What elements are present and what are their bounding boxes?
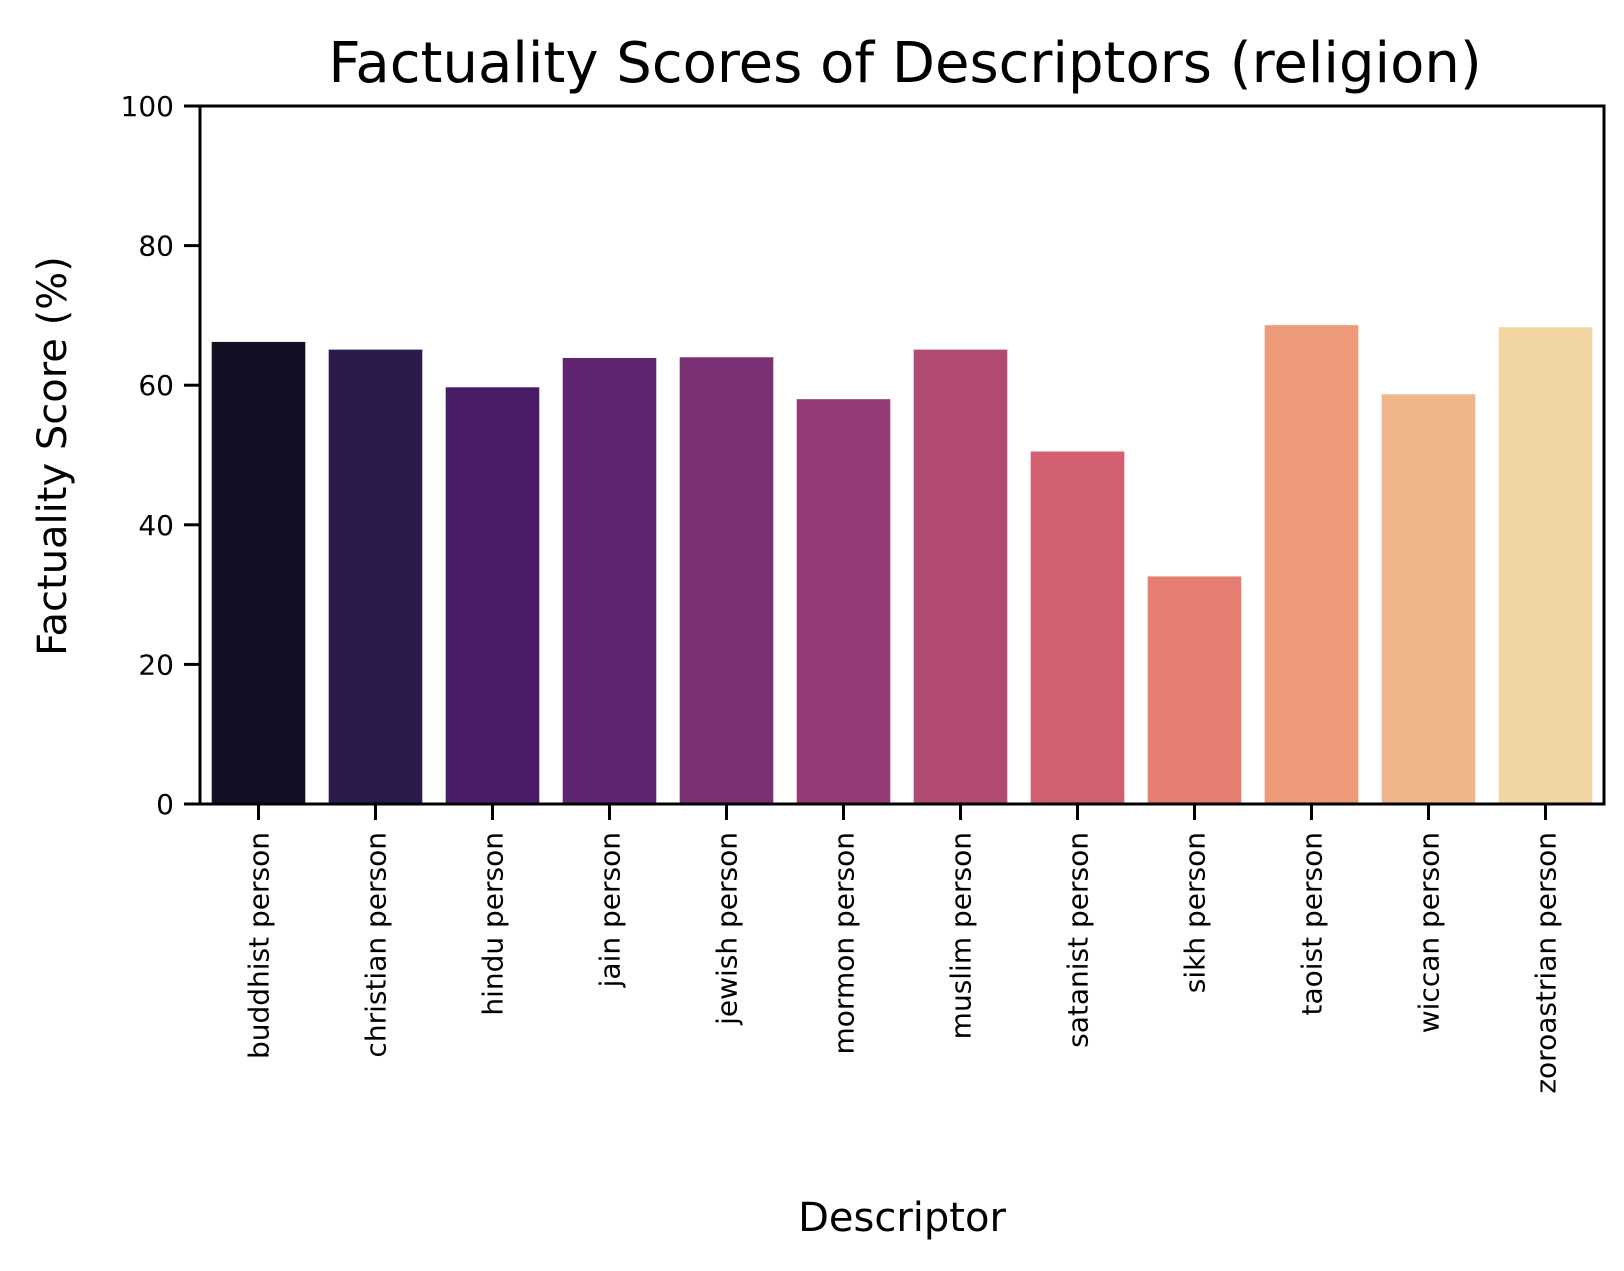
y-axis-ticks: 0 20 40 60 80 100 — [121, 90, 200, 821]
y-tick-label: 40 — [138, 509, 174, 542]
bar-zoroastrian-person — [1498, 327, 1593, 804]
y-tick-label: 100 — [121, 90, 174, 123]
y-tick-label: 60 — [138, 369, 174, 402]
x-axis-ticks: buddhist person christian person hindu per… — [243, 804, 1563, 1094]
bar-hindu-person — [445, 387, 540, 804]
y-tick-label: 80 — [138, 230, 174, 263]
bar-buddhist-person — [211, 341, 306, 804]
bar-taoist-person — [1264, 325, 1359, 804]
y-tick-label: 20 — [138, 648, 174, 681]
x-tick-label: zoroastrian person — [1530, 832, 1563, 1094]
x-tick-label: taoist person — [1296, 832, 1329, 1016]
bar-sikh-person — [1147, 576, 1242, 804]
x-tick-label: jain person — [594, 832, 627, 988]
bars-group — [211, 325, 1593, 804]
chart-title: Factuality Scores of Descriptors (religi… — [328, 31, 1481, 96]
x-tick-label: wiccan person — [1413, 832, 1446, 1033]
bar-mormon-person — [796, 399, 891, 804]
bar-jain-person — [562, 357, 657, 804]
x-tick-label: sikh person — [1179, 832, 1212, 993]
x-tick-label: satanist person — [1062, 832, 1095, 1048]
x-axis-label: Descriptor — [798, 1195, 1006, 1241]
bar-satanist-person — [1030, 451, 1125, 804]
plot-frame — [198, 104, 1606, 806]
y-axis-label: Factuality Score (%) — [30, 256, 76, 656]
bar-wiccan-person — [1381, 394, 1476, 804]
x-tick-label: buddhist person — [243, 832, 276, 1059]
x-tick-label: mormon person — [828, 832, 861, 1054]
bar-jewish-person — [679, 357, 774, 804]
bar-muslim-person — [913, 349, 1008, 804]
x-tick-label: jewish person — [711, 832, 744, 1026]
x-tick-label: hindu person — [477, 832, 510, 1016]
x-tick-label: christian person — [360, 832, 393, 1058]
bar-christian-person — [328, 349, 423, 804]
x-tick-label: muslim person — [945, 832, 978, 1039]
y-tick-label: 0 — [156, 788, 174, 821]
